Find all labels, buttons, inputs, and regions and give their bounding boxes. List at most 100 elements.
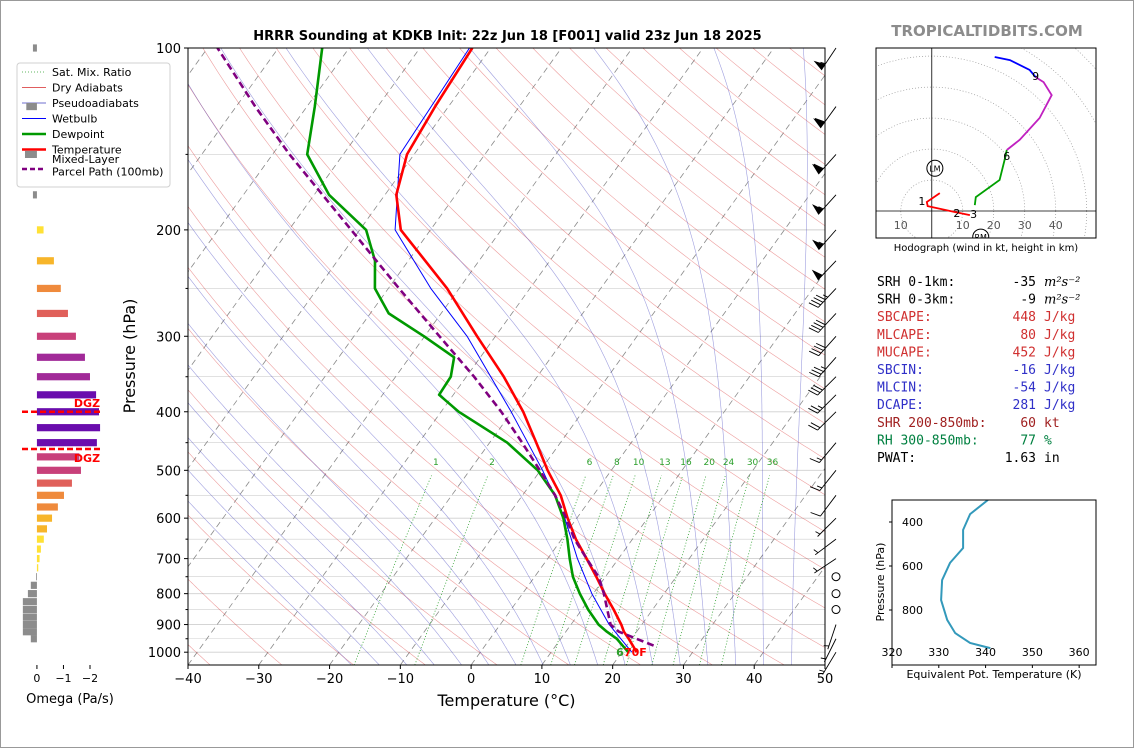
omega-bar [24, 150, 37, 158]
x-tick-label: 320 [882, 646, 903, 659]
x-tick-label: −2 [82, 672, 98, 685]
plot-area [188, 48, 825, 665]
stat-value: 281 [1013, 398, 1036, 413]
stat-value: 60 [1020, 416, 1036, 431]
mixing-ratio-line [353, 475, 432, 665]
y-tick-label: 300 [156, 330, 181, 345]
stat-value: -35 [1013, 275, 1036, 290]
wind-barb [813, 106, 837, 129]
ring-label: 20 [987, 219, 1001, 232]
height-label: 2 [953, 207, 960, 220]
pseudoadiabat [188, 221, 544, 665]
pseudoadiabat [188, 83, 598, 665]
mixing-ratio-line [602, 475, 662, 665]
mixing-ratio-label: 30 [747, 458, 759, 468]
omega-bar [30, 635, 37, 643]
omega-bar [36, 309, 68, 318]
height-label: 6 [1003, 150, 1010, 163]
dry-adiabat [188, 327, 570, 665]
omega-bar [36, 503, 58, 511]
omega-bar [36, 466, 81, 474]
dry-adiabat [495, 48, 825, 323]
pseudoadiabat [713, 48, 764, 665]
stat-unit: in [1044, 451, 1060, 466]
wind-barb [819, 651, 837, 675]
mixing-ratio-label: 20 [704, 458, 716, 468]
mixing-ratio-line [672, 475, 726, 665]
site-header: TROPICALTIDBITS.COM [891, 22, 1083, 40]
x-axis-label: Equivalent Pot. Temperature (K) [906, 668, 1081, 681]
stat-value: 77 [1020, 433, 1036, 448]
x-tick-label: −40 [174, 672, 201, 687]
y-tick-label: 600 [156, 512, 181, 527]
stat-label: SBCIN: [877, 363, 924, 378]
isotherm [188, 48, 279, 175]
profile-line [394, 48, 633, 653]
omega-bar [36, 257, 54, 265]
mixing-ratio-line [699, 475, 750, 665]
ring-label: 10 [956, 219, 970, 232]
mixing-ratio-label: 2 [489, 458, 495, 468]
x-tick-label: 360 [1069, 646, 1090, 659]
wind-barb [808, 411, 837, 431]
stat-unit: J/kg [1044, 345, 1075, 360]
mixing-ratio-line [520, 475, 587, 665]
y-tick-label: 700 [156, 553, 181, 568]
wind-barb [815, 517, 837, 537]
omega-bar [36, 479, 72, 487]
omega-bar [36, 332, 76, 340]
wind-barb [809, 335, 837, 357]
omega-bar [36, 284, 61, 293]
y-tick-label: 600 [902, 560, 923, 573]
omega-bar [22, 620, 37, 629]
dry-adiabat [385, 48, 825, 424]
x-tick-label: −1 [55, 672, 71, 685]
dry-adiabat [188, 266, 641, 665]
omega-bar [36, 573, 37, 581]
plot-frame [187, 47, 826, 666]
height-label: 1 [918, 195, 925, 208]
isotherm [541, 271, 825, 665]
stat-value: -9 [1020, 293, 1036, 308]
surface-label: 70F [624, 646, 647, 659]
stat-label: DCAPE: [877, 398, 924, 413]
profile-line [216, 48, 655, 647]
theta-e-line [940, 500, 991, 650]
stat-unit: % [1044, 433, 1052, 448]
omega-bar [22, 613, 37, 621]
pseudoadiabat [367, 48, 681, 665]
stat-unit: kt [1044, 416, 1060, 431]
dry-adiabat [422, 48, 825, 390]
theta-area [940, 500, 991, 650]
stat-label: SRH 0-3km: [877, 293, 955, 308]
storm-motion-marker [972, 228, 990, 238]
height-label: 3 [970, 208, 977, 221]
x-tick-label: 30 [675, 672, 692, 687]
legend-label: Temperature [51, 144, 122, 157]
mixing-ratio-line [626, 475, 684, 665]
omega-bar [36, 545, 41, 553]
mixing-ratio-label: 36 [767, 458, 779, 468]
storm-motion-label: LM [929, 164, 940, 173]
isotherm [329, 48, 775, 665]
wind-barb [812, 154, 837, 175]
wind-barb-calm [831, 605, 841, 615]
dry-adiabat [188, 389, 498, 665]
stat-value: 452 [1013, 345, 1036, 360]
omega-bar [36, 525, 48, 533]
theta-frame [891, 499, 1097, 666]
stat-label: MUCAPE: [877, 345, 932, 360]
x-tick-label: −20 [316, 672, 343, 687]
omega-bar [36, 535, 44, 543]
omega-bar [32, 44, 37, 52]
isotherm [188, 48, 492, 470]
omega-bar [36, 491, 64, 499]
hodograph-caption: Hodograph (wind in kt, height in km) [894, 243, 1079, 254]
x-tick-label: 20 [604, 672, 621, 687]
legend-label: Sat. Mix. Ratio [52, 66, 132, 79]
omega-bar [36, 564, 39, 572]
isotherm [400, 74, 825, 665]
pseudoadiabat [188, 158, 571, 665]
pseudoadiabat [188, 500, 352, 665]
